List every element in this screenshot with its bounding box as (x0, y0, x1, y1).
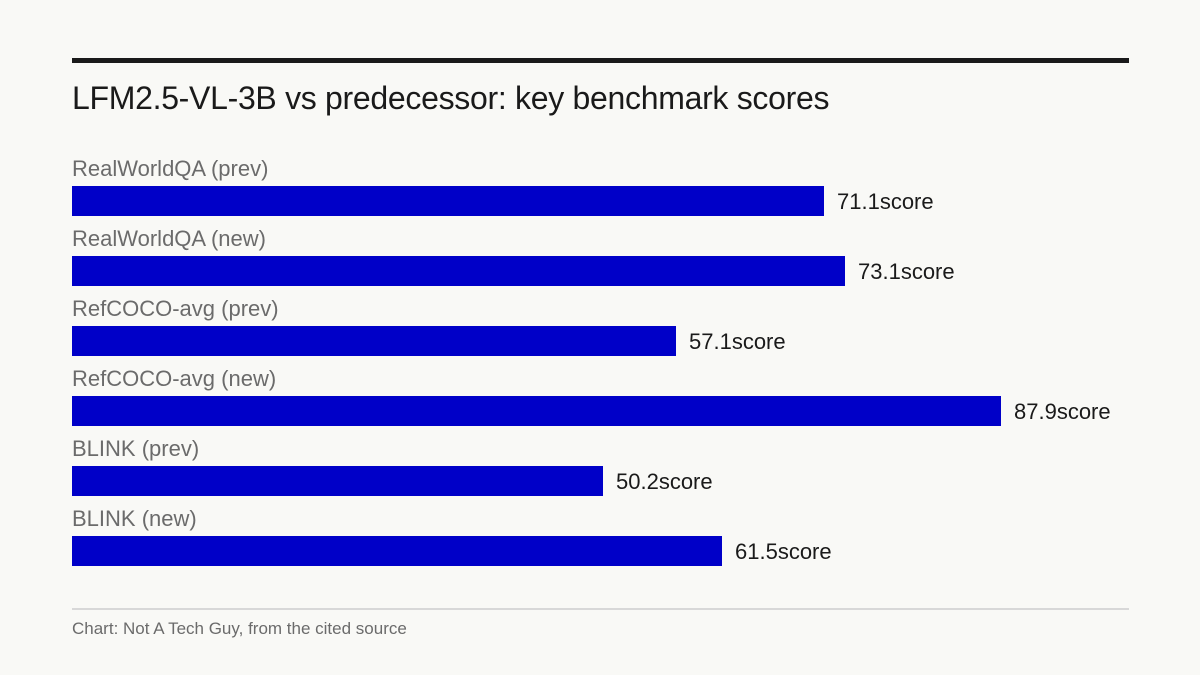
bar (72, 186, 824, 216)
bar (72, 326, 676, 356)
category-label: RefCOCO-avg (prev) (72, 296, 279, 321)
chart-title: LFM2.5-VL-3B vs predecessor: key benchma… (72, 80, 830, 116)
bar (72, 466, 603, 496)
category-label: RealWorldQA (new) (72, 226, 266, 251)
category-label: BLINK (new) (72, 506, 197, 531)
category-label: BLINK (prev) (72, 436, 200, 461)
category-label: RefCOCO-avg (new) (72, 366, 277, 391)
category-label: RealWorldQA (prev) (72, 156, 269, 181)
value-label: 61.5score (735, 539, 832, 564)
top-rule (72, 58, 1129, 63)
source-note: Chart: Not A Tech Guy, from the cited so… (72, 619, 407, 638)
value-label: 71.1score (837, 189, 934, 214)
bottom-rule (72, 608, 1129, 610)
value-label: 50.2score (616, 469, 713, 494)
bar (72, 396, 1001, 426)
bar (72, 536, 722, 566)
value-label: 57.1score (689, 329, 786, 354)
bar (72, 256, 845, 286)
value-label: 87.9score (1014, 399, 1111, 424)
value-label: 73.1score (858, 259, 955, 284)
